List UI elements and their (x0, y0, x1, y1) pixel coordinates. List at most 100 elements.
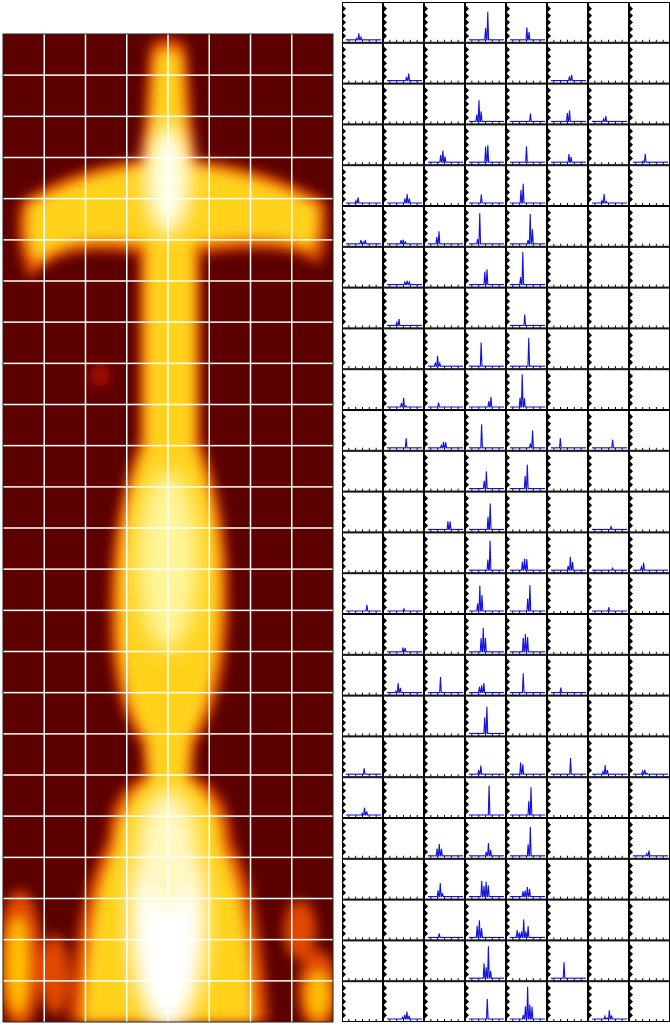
tick-mark (507, 964, 510, 971)
tick-mark (343, 985, 346, 991)
tick-mark (466, 787, 469, 794)
tick-mark (589, 923, 592, 930)
tick-mark (507, 862, 510, 869)
tick-mark (425, 842, 428, 849)
spike-trace (428, 521, 463, 530)
tick-mark (548, 495, 551, 502)
tick-mark (507, 794, 510, 801)
tick-mark (343, 209, 346, 216)
cell (588, 83, 629, 125)
cell (588, 2, 629, 43)
tick-mark (548, 549, 551, 556)
tick-mark (466, 699, 469, 706)
tick-mark (589, 964, 592, 971)
spike-trace (346, 239, 381, 245)
tick-mark (343, 12, 346, 19)
tick-mark (589, 801, 592, 808)
tick-mark (343, 454, 346, 461)
tick-mark (630, 94, 633, 101)
tick-mark (507, 311, 510, 318)
tick-mark (630, 787, 633, 794)
cell (547, 2, 588, 43)
tick-mark (589, 386, 592, 393)
tick-mark (630, 631, 633, 638)
cell (629, 654, 670, 696)
cell-frame (424, 287, 465, 329)
cell (342, 165, 383, 206)
tick-mark (425, 495, 428, 502)
cell (383, 328, 424, 370)
tick-mark (343, 801, 346, 808)
tick-mark (425, 699, 428, 706)
tick-mark (630, 985, 633, 991)
tick-mark (507, 107, 510, 114)
cell-frame (629, 899, 670, 941)
tick-mark (425, 502, 428, 509)
cell (588, 165, 629, 206)
tick-mark (384, 19, 387, 26)
tick-mark (589, 434, 592, 441)
tick-mark (548, 311, 551, 318)
tick-mark (507, 128, 510, 135)
tick-mark (384, 305, 387, 311)
spike-trace (469, 424, 504, 449)
tick-mark (343, 502, 346, 509)
tick-mark (425, 672, 428, 679)
tick-mark (630, 359, 633, 366)
spike-trace (387, 280, 422, 286)
tick-mark (384, 481, 387, 488)
cell (629, 818, 670, 859)
tick-mark (425, 903, 428, 910)
tick-mark (466, 114, 469, 121)
tick-mark (507, 26, 510, 33)
tick-mark (466, 175, 469, 182)
spike-trace (592, 765, 627, 775)
tick-mark (548, 658, 551, 665)
tick-mark (343, 583, 346, 590)
tick-mark (384, 182, 387, 189)
cell (342, 736, 383, 778)
tick-mark (425, 801, 428, 808)
cell-frame (588, 328, 629, 370)
cell (588, 695, 629, 737)
tick-mark (630, 67, 633, 73)
tick-mark (466, 345, 469, 352)
tick-mark (343, 223, 346, 230)
tick-mark (548, 964, 551, 971)
tick-mark (589, 502, 592, 509)
cell-frame (465, 736, 506, 778)
cell-frame (588, 450, 629, 492)
cell (506, 491, 547, 533)
cell (465, 654, 506, 696)
cell-frame (506, 328, 547, 370)
spike-trace (551, 758, 586, 775)
tick-mark (425, 515, 428, 522)
cell (465, 83, 506, 125)
tick-mark (425, 19, 428, 26)
tick-mark (630, 128, 633, 135)
tick-mark (384, 849, 387, 855)
tick-mark (343, 747, 346, 753)
tick-mark (466, 155, 469, 162)
tick-mark (466, 128, 469, 135)
tick-mark (343, 441, 346, 447)
spike-trace (469, 11, 504, 41)
tick-mark (343, 128, 346, 135)
tick-mark (384, 189, 387, 196)
tick-mark (384, 141, 387, 148)
cell (465, 206, 506, 247)
tick-mark (466, 957, 469, 964)
tick-mark (548, 60, 551, 67)
tick-mark (589, 148, 592, 155)
tick-mark (425, 169, 428, 175)
tick-mark (548, 305, 551, 311)
tick-mark (630, 352, 633, 359)
tick-mark (507, 781, 510, 787)
tick-mark (384, 332, 387, 339)
tick-mark (507, 46, 510, 53)
tick-mark (425, 747, 428, 753)
tick-mark (425, 373, 428, 379)
tick-mark (425, 808, 428, 815)
cell-frame (424, 246, 465, 288)
tick-mark (630, 624, 633, 631)
